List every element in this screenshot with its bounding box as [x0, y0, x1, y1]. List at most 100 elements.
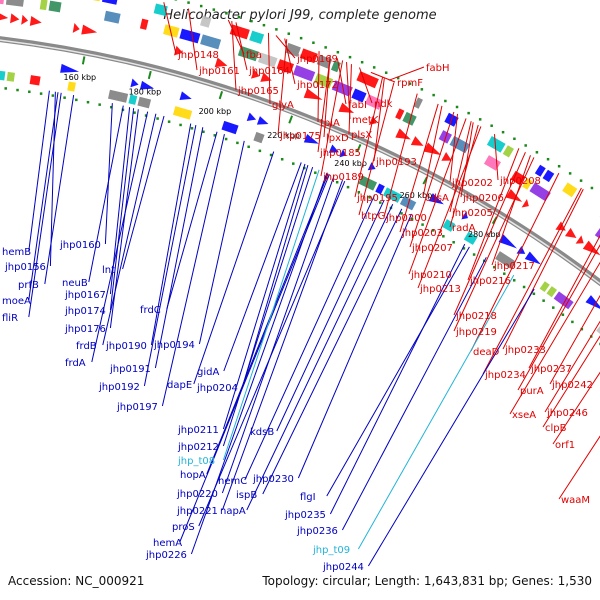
gene-label[interactable]: fabI — [348, 100, 367, 111]
gene-label[interactable]: jhp0172 — [296, 80, 338, 91]
gene-label[interactable]: jhp0169 — [296, 54, 338, 65]
feature-block — [103, 10, 121, 24]
gene-label[interactable]: fabH — [426, 63, 450, 74]
minor-tick — [63, 96, 66, 99]
gene-label[interactable]: jhp0242 — [551, 380, 593, 391]
gene-label[interactable]: jhp0167 — [64, 290, 106, 301]
gene-label[interactable]: jhp0206 — [462, 193, 504, 204]
gene-label[interactable]: metK — [352, 115, 379, 126]
gene-label[interactable]: jhp0148 — [177, 50, 219, 61]
gene-label[interactable]: jhp0176 — [64, 324, 106, 335]
gene-label[interactable]: frdC — [140, 305, 161, 316]
gene-label[interactable]: jhp0216 — [469, 276, 511, 287]
gene-label[interactable]: jhp0233 — [504, 345, 546, 356]
gene-label[interactable]: jhp0211 — [177, 425, 219, 436]
gene-label[interactable]: jhp0221 — [176, 506, 218, 517]
gene-label[interactable]: xseA — [512, 410, 536, 421]
connector-line — [88, 105, 124, 283]
accession-text: Accession: NC_000921 — [8, 574, 145, 588]
gene-label[interactable]: lpxD — [326, 133, 349, 144]
gene-label[interactable]: jhp0175 — [279, 131, 321, 142]
gene-label[interactable]: deaD — [473, 347, 500, 358]
gene-label[interactable]: jhp0210 — [410, 270, 452, 281]
gene-label[interactable]: napA — [220, 506, 246, 517]
gene-label[interactable]: jhp0207 — [411, 243, 453, 254]
gene-label[interactable]: jhp0208 — [499, 176, 541, 187]
gene-label[interactable]: jhp0165 — [237, 86, 279, 97]
connector-line — [235, 22, 248, 71]
gene-label[interactable]: jhp0160 — [59, 240, 101, 251]
gene-label[interactable]: jhp0193 — [375, 157, 417, 168]
gene-label[interactable]: jhp_t08 — [177, 456, 215, 467]
gene-label[interactable]: jhp0237 — [530, 364, 572, 375]
gene-label[interactable]: lnt — [102, 265, 115, 276]
gene-label[interactable]: clpB — [545, 423, 567, 434]
gene-label[interactable]: jhp0218 — [455, 311, 497, 322]
gene-label[interactable]: jhp0246 — [546, 408, 588, 419]
gene-label[interactable]: hemB — [2, 247, 31, 258]
gene-label[interactable]: radA — [452, 223, 476, 234]
gene-label[interactable]: fliR — [2, 313, 18, 324]
gene-label[interactable]: dapE — [167, 380, 192, 391]
gene-label[interactable]: jhp0226 — [145, 550, 187, 561]
gene-label[interactable]: fba — [246, 50, 262, 61]
feature-block — [250, 69, 260, 79]
gene-label[interactable]: hemA — [153, 538, 182, 549]
gene-label[interactable]: jhp0230 — [252, 474, 294, 485]
gene-label[interactable]: jhp0197 — [116, 402, 158, 413]
gene-label[interactable]: jhp0194 — [153, 340, 195, 351]
connector-line — [558, 435, 600, 500]
gene-label[interactable]: kdsB — [250, 427, 274, 438]
minor-tick — [384, 71, 388, 74]
gene-label[interactable]: ispB — [236, 490, 257, 501]
gene-label[interactable]: jhp0202 — [451, 178, 493, 189]
gene-label[interactable]: jhp_t09 — [312, 545, 350, 556]
gene-label[interactable]: jhp0156 — [4, 262, 46, 273]
gene-label[interactable]: jhp0213 — [419, 284, 461, 295]
gene-label[interactable]: jhp0205 — [451, 208, 493, 219]
gene-label[interactable]: plsX — [351, 130, 372, 141]
gene-label[interactable]: ndk — [374, 99, 393, 110]
gene-label[interactable]: jhp0185 — [319, 148, 361, 159]
gene-label[interactable]: frdA — [65, 358, 86, 369]
gene-label[interactable]: jhp0235 — [284, 510, 326, 521]
gene-label[interactable]: jhp0191 — [109, 364, 151, 375]
minor-tick — [478, 118, 482, 121]
gene-label[interactable]: cdsA — [425, 193, 449, 204]
gene-label[interactable]: jhp0189 — [322, 172, 364, 183]
gene-label[interactable]: jhp0234 — [484, 370, 526, 381]
gene-label[interactable]: waaM — [561, 495, 590, 506]
gene-label[interactable]: glyA — [272, 100, 294, 111]
gene-label[interactable]: hemC — [218, 476, 247, 487]
gene-label[interactable]: rpmF — [397, 78, 423, 89]
gene-label[interactable]: jhp0204 — [196, 383, 238, 394]
gene-label[interactable]: purA — [520, 386, 544, 397]
gene-label[interactable]: jhp0200 — [385, 213, 427, 224]
gene-label[interactable]: jhp0174 — [64, 306, 106, 317]
gene-label[interactable]: jhp0217 — [493, 261, 535, 272]
gene-label[interactable]: gidA — [197, 367, 219, 378]
gene-label[interactable]: jhp0164 — [248, 66, 290, 77]
gene-label[interactable]: hopA — [180, 470, 206, 481]
gene-label[interactable]: jhp0244 — [322, 562, 364, 573]
gene-label[interactable]: prfB — [18, 280, 39, 291]
gene-label[interactable]: flgI — [300, 492, 316, 503]
gene-label[interactable]: htpG — [361, 211, 385, 222]
gene-label[interactable]: proS — [172, 522, 195, 533]
gene-label[interactable]: moeA — [2, 296, 31, 307]
feature-block — [179, 91, 192, 101]
gene-label[interactable]: jhp0195 — [356, 193, 398, 204]
gene-label[interactable]: jhp0203 — [401, 228, 443, 239]
gene-label[interactable]: neuB — [62, 278, 88, 289]
gene-label[interactable]: jhp0212 — [177, 442, 219, 453]
gene-label[interactable]: frdB — [76, 341, 97, 352]
gene-label[interactable]: tpiA — [320, 118, 340, 129]
gene-label[interactable]: jhp0220 — [176, 489, 218, 500]
gene-label[interactable]: jhp0190 — [105, 341, 147, 352]
gene-label[interactable]: orf1 — [555, 440, 575, 451]
gene-label[interactable]: jhp0236 — [296, 526, 338, 537]
gene-label[interactable]: jhp0161 — [198, 66, 240, 77]
gene-label[interactable]: jhp0192 — [98, 382, 140, 393]
gene-label[interactable]: jhp0219 — [455, 327, 497, 338]
connector-line — [409, 111, 455, 248]
